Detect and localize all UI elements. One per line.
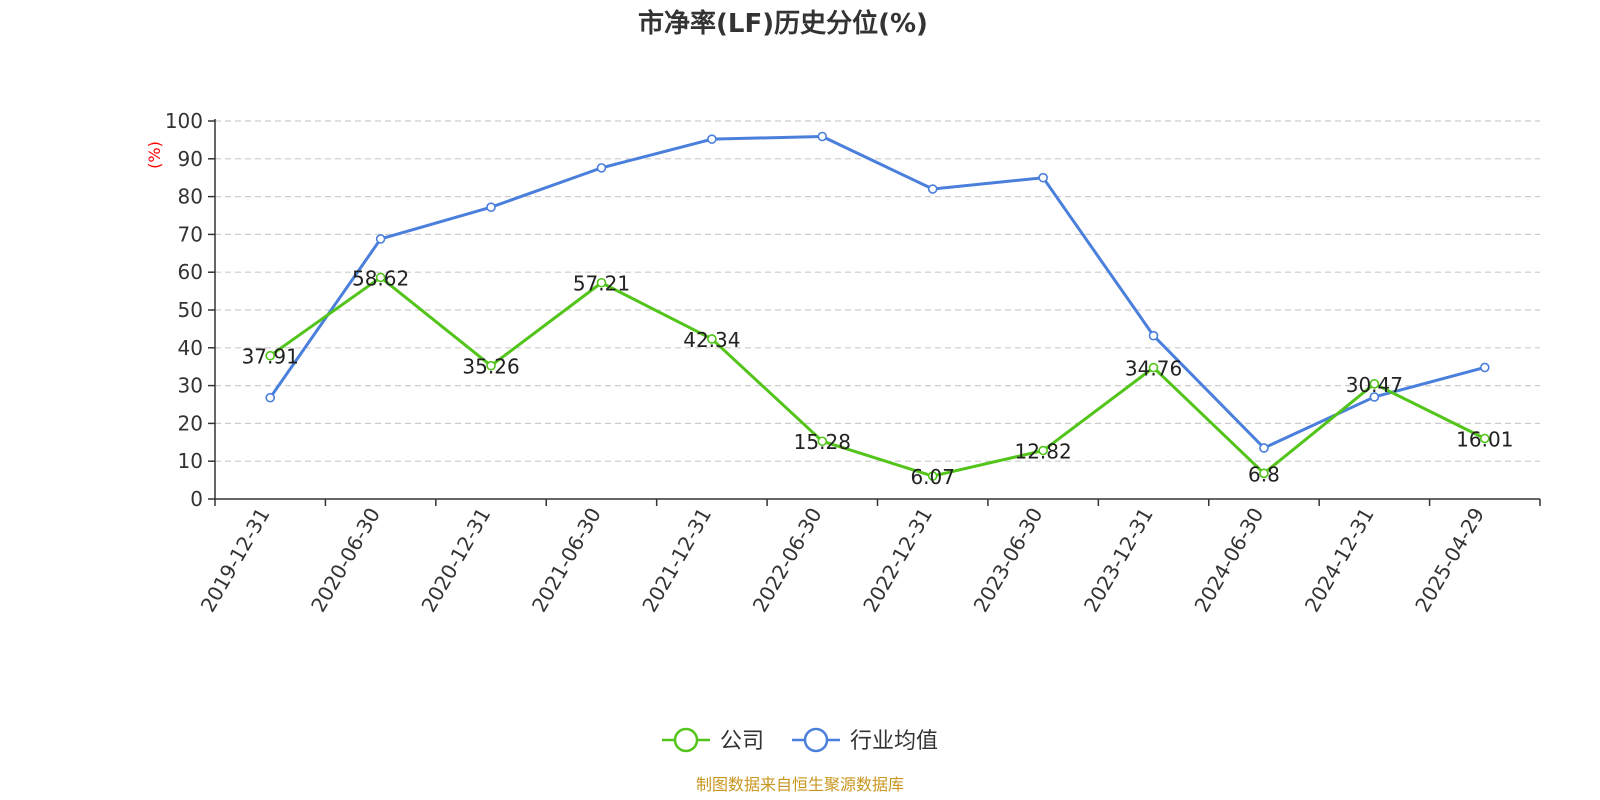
y-tick-label: 50 <box>178 298 203 322</box>
series-line <box>268 134 1486 450</box>
data-point <box>1479 433 1490 444</box>
series-1 <box>265 131 1490 453</box>
y-tick-label: 90 <box>178 147 203 171</box>
series-lines <box>265 131 1490 481</box>
series-0 <box>265 272 1490 481</box>
x-tick-label: 2024-06-30 <box>1189 504 1268 617</box>
grid-lines <box>215 120 1540 462</box>
y-tick-label: 40 <box>178 336 203 360</box>
y-tick-label: 0 <box>190 487 203 511</box>
x-tick-label: 2022-12-31 <box>858 503 937 616</box>
data-point <box>265 392 276 403</box>
data-label: 37.91 <box>242 345 299 369</box>
series-line <box>269 275 1486 478</box>
data-point <box>1259 443 1269 453</box>
x-tick-label: 2021-06-30 <box>527 504 606 617</box>
x-tick-label: 2020-12-31 <box>416 503 495 616</box>
source-note: 制图数据来自恒生聚源数据库 <box>696 775 904 794</box>
data-point <box>707 134 717 144</box>
chart-title: 市净率(LF)历史分位(%) <box>638 8 928 39</box>
data-point <box>375 272 386 283</box>
data-point <box>707 334 717 344</box>
x-tick-label: 2020-06-30 <box>306 504 385 617</box>
data-label: 42.34 <box>683 328 740 352</box>
y-tick-label: 80 <box>178 185 203 209</box>
data-label: 58.62 <box>352 266 409 290</box>
legend-marker <box>673 727 699 753</box>
x-tick-labels: 2019-12-31 2020-06-30 2020-12-31 2021-06-30… <box>196 503 1489 616</box>
y-axis-label: (%) <box>145 141 164 169</box>
x-tick-label: 2023-06-30 <box>969 504 1048 617</box>
x-tick-label: 2021-12-31 <box>637 504 716 617</box>
legend-label: 行业均值 <box>850 729 938 754</box>
y-tick-label: 70 <box>178 222 203 246</box>
y-tick-labels: 0 10 20 30 40 50 60 70 80 90 100 <box>165 109 203 511</box>
data-point <box>817 131 828 142</box>
data-point <box>596 277 607 288</box>
data-point <box>1369 392 1380 402</box>
y-tick-label: 60 <box>178 260 203 284</box>
data-point <box>1259 468 1269 479</box>
legend-marker <box>803 727 829 753</box>
axes <box>208 119 1541 506</box>
x-tick-label: 2019-12-31 <box>196 504 275 617</box>
data-label: 57.21 <box>573 272 630 296</box>
data-point <box>596 163 607 173</box>
x-tick-label: 2023-12-31 <box>1079 504 1158 617</box>
data-label: 16.01 <box>1456 427 1513 451</box>
x-tick-label: 2025-04-29 <box>1410 504 1489 617</box>
data-labels: 37.91 58.62 35.26 57.21 42.34 15.28 6.07 12.82 3… <box>242 266 1514 489</box>
data-point <box>1479 362 1490 373</box>
data-label: 30.47 <box>1346 373 1403 397</box>
x-tick-label: 2024-12-31 <box>1300 504 1379 617</box>
legend-item-0: 公司 <box>662 727 764 754</box>
data-point <box>486 360 496 371</box>
legend-label: 公司 <box>720 729 764 754</box>
data-point <box>1148 362 1159 373</box>
data-point <box>1369 379 1380 389</box>
data-point <box>486 202 496 212</box>
data-label: 6.07 <box>910 465 955 489</box>
data-label: 6.8 <box>1248 462 1280 486</box>
data-point <box>1038 445 1048 456</box>
data-point <box>1038 172 1048 183</box>
y-tick-label: 10 <box>178 449 203 473</box>
y-tick-label: 30 <box>178 374 203 398</box>
data-point <box>927 471 938 481</box>
data-point <box>265 350 276 361</box>
data-point <box>375 234 386 244</box>
legend: 公司 行业均值 <box>662 727 938 754</box>
data-label: 12.82 <box>1014 440 1071 464</box>
data-label: 34.76 <box>1125 357 1182 381</box>
legend-item-1: 行业均值 <box>792 727 938 754</box>
data-label: 35.26 <box>462 355 519 379</box>
y-tick-label: 100 <box>165 109 203 133</box>
x-tick-label: 2022-06-30 <box>748 504 827 617</box>
data-point <box>817 436 828 447</box>
data-point <box>927 184 938 194</box>
data-point <box>1148 330 1159 341</box>
y-tick-label: 20 <box>178 411 203 435</box>
data-label: 15.28 <box>794 430 851 454</box>
